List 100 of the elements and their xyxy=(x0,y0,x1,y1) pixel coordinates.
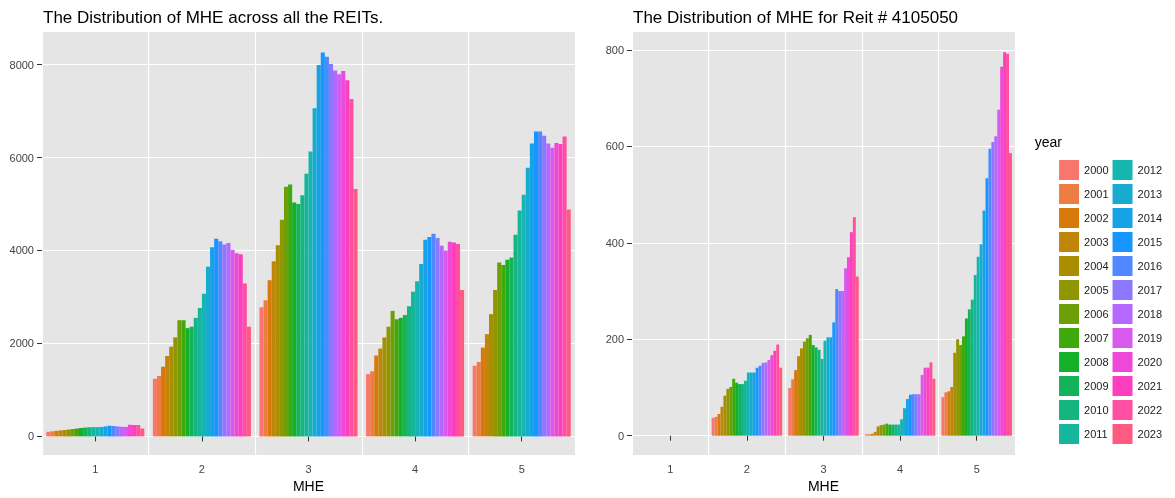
y-tick-label: 4000 xyxy=(9,244,34,257)
bar xyxy=(776,344,780,436)
bar xyxy=(115,426,120,437)
chart-title: The Distribution of MHE across all the REITs. xyxy=(43,8,384,27)
bar xyxy=(521,194,526,437)
bar xyxy=(54,430,59,437)
bar xyxy=(78,428,84,437)
x-tick-label: 1 xyxy=(667,462,674,475)
bar xyxy=(489,314,494,437)
bar xyxy=(566,209,571,437)
bar xyxy=(529,143,534,437)
bar xyxy=(259,307,264,437)
bar xyxy=(156,375,162,437)
bar xyxy=(308,151,313,437)
bar xyxy=(550,147,555,437)
bar xyxy=(70,428,75,437)
bar xyxy=(558,144,563,437)
y-tick-label: 0 xyxy=(27,430,34,443)
bar xyxy=(107,425,112,437)
bar xyxy=(779,367,783,436)
bar xyxy=(119,426,124,437)
bar xyxy=(345,80,350,437)
bar xyxy=(991,141,995,436)
bar xyxy=(353,189,358,437)
y-tick-label: 800 xyxy=(605,43,624,56)
bar xyxy=(484,334,490,437)
bar xyxy=(419,263,424,437)
bar xyxy=(852,217,856,436)
bar xyxy=(288,184,293,437)
bar xyxy=(378,348,383,437)
bar xyxy=(123,426,128,437)
legend-label: 2009 xyxy=(1084,380,1109,392)
legend-label: 2018 xyxy=(1137,308,1163,320)
legend-label: 2003 xyxy=(1084,236,1109,248)
bar xyxy=(546,143,551,437)
bar xyxy=(210,247,215,437)
bar xyxy=(296,203,301,437)
bar xyxy=(844,268,847,436)
bar xyxy=(263,300,268,437)
bar xyxy=(312,108,317,437)
bar xyxy=(1009,153,1012,436)
y-tick-label: 200 xyxy=(605,333,624,346)
y-tick-label: 600 xyxy=(605,140,624,153)
bar xyxy=(423,239,428,437)
x-tick-label: 4 xyxy=(897,462,904,475)
bar xyxy=(165,355,170,437)
bar xyxy=(791,379,795,436)
y-tick-label: 2000 xyxy=(9,337,34,350)
bar xyxy=(267,280,272,437)
bar xyxy=(136,425,141,437)
bar xyxy=(246,326,251,437)
bar xyxy=(953,352,957,436)
bar xyxy=(794,370,798,436)
bar xyxy=(493,289,498,437)
bar xyxy=(95,427,100,437)
bar xyxy=(87,427,92,437)
bar xyxy=(431,233,436,437)
bar xyxy=(1000,66,1004,436)
x-tick-label: 1 xyxy=(92,462,99,475)
x-tick-label: 3 xyxy=(305,462,312,475)
bar xyxy=(238,254,243,437)
bar xyxy=(328,64,334,437)
bar xyxy=(222,244,227,437)
bar xyxy=(743,380,747,436)
legend-label: 2013 xyxy=(1137,188,1163,200)
bar xyxy=(455,243,461,437)
bar xyxy=(275,245,280,437)
bar xyxy=(832,322,836,436)
bar xyxy=(197,308,202,437)
x-tick-label: 2 xyxy=(743,462,750,475)
legend-label: 2016 xyxy=(1137,260,1163,272)
bar xyxy=(127,424,133,437)
bar xyxy=(234,253,239,437)
bar xyxy=(480,347,485,437)
legend-label: 2001 xyxy=(1084,188,1109,200)
bar xyxy=(941,397,945,436)
bar xyxy=(411,291,416,437)
x-tick-label: 5 xyxy=(973,462,980,475)
bar xyxy=(152,378,157,437)
y-tick-label: 400 xyxy=(605,236,624,249)
bar xyxy=(497,262,502,437)
legend-label: 2019 xyxy=(1137,332,1163,344)
bar xyxy=(905,399,909,436)
legend-label: 2008 xyxy=(1084,356,1109,368)
bar xyxy=(950,386,954,436)
bar xyxy=(324,56,329,437)
bar xyxy=(962,336,965,436)
bar xyxy=(435,237,440,437)
legend-label: 2020 xyxy=(1137,356,1163,368)
bar xyxy=(402,315,407,437)
bar xyxy=(855,276,859,436)
bar xyxy=(181,320,186,437)
bar xyxy=(773,350,777,436)
bar xyxy=(970,299,974,436)
bar xyxy=(161,366,166,437)
bar xyxy=(994,136,998,436)
bar xyxy=(932,378,936,436)
bar xyxy=(513,234,518,437)
bar xyxy=(320,52,325,437)
x-tick-label: 5 xyxy=(518,462,525,475)
